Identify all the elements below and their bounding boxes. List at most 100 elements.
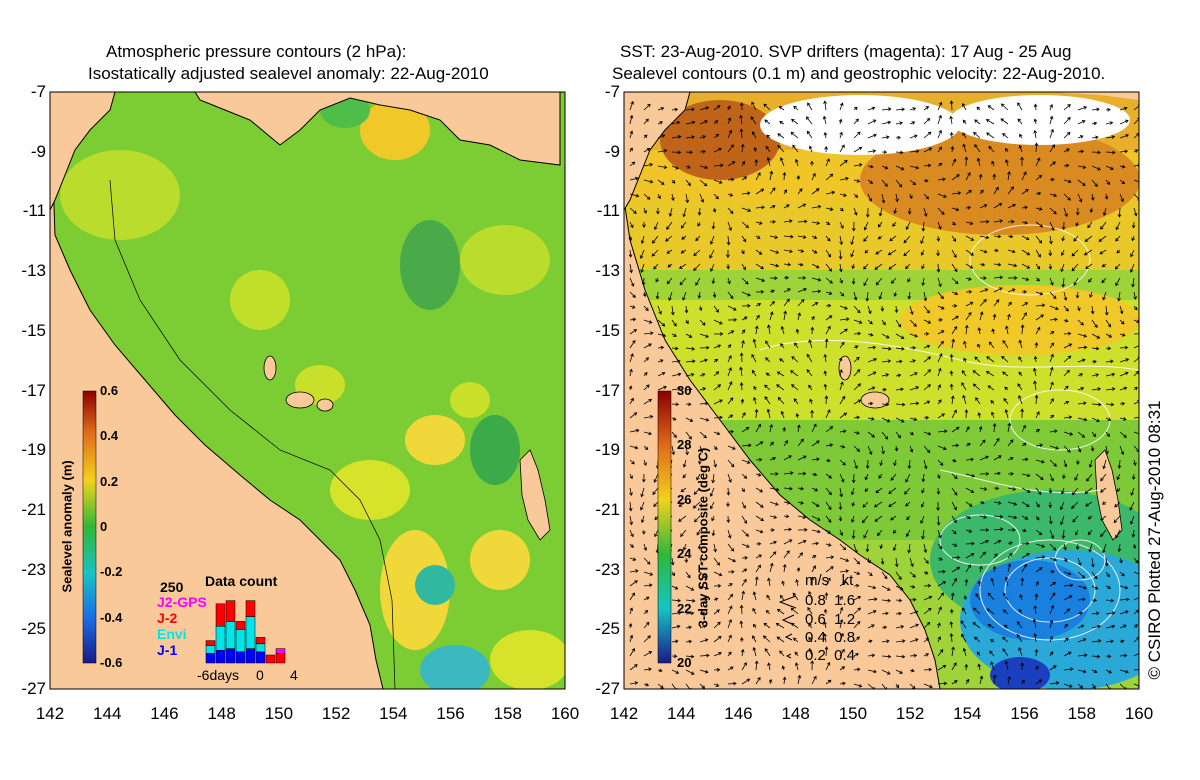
- velocity-arrow: [1035, 207, 1043, 211]
- velocity-arrow: [810, 409, 814, 419]
- velocity-arrow: [949, 632, 954, 643]
- velocity-arrow: [1034, 342, 1039, 349]
- velocity-arrow: [657, 385, 667, 391]
- data-count-x-mid: 0: [256, 667, 264, 683]
- velocity-arrow: [755, 457, 763, 462]
- velocity-arrow: [776, 371, 785, 377]
- velocity-arrow: [1049, 291, 1057, 300]
- velocity-arrow: [993, 539, 1002, 545]
- velocity-arrow: [808, 384, 813, 391]
- velocity-arrow: [755, 303, 762, 307]
- velocity-arrow: [1133, 193, 1139, 201]
- velocity-arrow: [979, 189, 984, 195]
- velocity-arrow: [1105, 654, 1112, 659]
- velocity-arrow: [685, 319, 689, 325]
- colorbar-tick-label: 24: [677, 546, 692, 562]
- velocity-arrow: [765, 145, 771, 153]
- velocity-arrow: [839, 444, 846, 449]
- velocity-arrow: [713, 635, 722, 643]
- y-tick-label: -9: [604, 141, 620, 161]
- data-count-bar-envi: [205, 645, 216, 654]
- velocity-arrow: [1049, 557, 1058, 562]
- velocity-arrow: [1091, 557, 1095, 568]
- velocity-arrow: [937, 606, 942, 615]
- data-count-chart: [205, 600, 286, 664]
- velocity-arrow: [923, 543, 928, 554]
- velocity-arrow: [977, 580, 982, 587]
- velocity-arrow: [1007, 471, 1014, 476]
- velocity-arrow: [699, 445, 704, 454]
- velocity-arrow: [769, 540, 777, 545]
- velocity-arrow: [839, 681, 846, 686]
- velocity-arrow: [978, 425, 983, 433]
- velocity-arrow: [1119, 557, 1123, 564]
- velocity-arrow: [1115, 529, 1121, 539]
- velocity-arrow: [697, 207, 702, 216]
- velocity-arrow: [909, 653, 918, 658]
- velocity-arrow: [657, 106, 665, 111]
- velocity-arrow: [629, 681, 639, 685]
- velocity-arrow: [937, 207, 945, 216]
- velocity-arrow: [1077, 386, 1085, 391]
- velocity-arrow: [1049, 277, 1054, 286]
- velocity-arrow: [1049, 103, 1053, 111]
- velocity-arrow: [643, 331, 654, 336]
- velocity-arrow: [839, 102, 844, 111]
- velocity-arrow: [643, 543, 648, 552]
- velocity-arrow: [1049, 235, 1053, 245]
- velocity-arrow: [657, 319, 666, 327]
- velocity-arrow: [976, 651, 981, 657]
- velocity-arrow: [839, 618, 844, 629]
- velocity-arrow: [1020, 408, 1025, 419]
- velocity-arrow: [863, 277, 869, 287]
- velocity-arrow: [1063, 683, 1073, 688]
- velocity-arrow: [797, 188, 803, 195]
- velocity-arrow: [881, 373, 890, 377]
- velocity-arrow: [1073, 277, 1079, 286]
- velocity-arrow: [865, 543, 870, 553]
- velocity-arrow: [1077, 373, 1084, 377]
- velocity-arrow: [1021, 487, 1031, 493]
- velocity-arrow: [1035, 529, 1043, 536]
- velocity-arrow: [685, 585, 695, 591]
- velocity-arrow: [986, 356, 995, 363]
- velocity-arrow: [797, 287, 807, 293]
- velocity-arrow: [895, 359, 903, 364]
- velocity-arrow: [853, 607, 862, 615]
- velocity-arrow: [975, 397, 981, 405]
- velocity-arrow: [643, 118, 649, 125]
- velocity-arrow: [713, 431, 721, 436]
- velocity-arrow: [850, 487, 855, 496]
- velocity-arrow: [629, 317, 637, 322]
- velocity-arrow: [965, 249, 974, 256]
- velocity-arrow: [811, 221, 821, 225]
- velocity-arrow: [797, 471, 807, 476]
- velocity-arrow: [993, 248, 999, 253]
- velocity-arrow: [671, 598, 682, 603]
- velocity-arrow: [1133, 669, 1139, 671]
- velocity-arrow: [643, 179, 654, 184]
- velocity-arrow: [750, 116, 757, 125]
- velocity-arrow: [909, 319, 917, 327]
- velocity-arrow: [853, 557, 861, 565]
- velocity-arrow: [1035, 235, 1043, 244]
- colorbar-tick-label: -0.4: [100, 609, 123, 625]
- velocity-arrow: [1105, 445, 1109, 455]
- velocity-arrow: [699, 120, 708, 125]
- velocity-arrow: [909, 610, 919, 615]
- velocity-arrow: [1063, 595, 1073, 601]
- velocity-arrow: [1035, 567, 1043, 573]
- velocity-arrow: [867, 557, 871, 564]
- velocity-arrow: [657, 121, 663, 125]
- velocity-arrow: [643, 583, 653, 588]
- velocity-arrow: [713, 105, 721, 111]
- velocity-arrow: [853, 620, 861, 629]
- velocity-arrow: [1021, 473, 1031, 478]
- velocity-arrow: [1021, 424, 1026, 433]
- velocity-arrow: [937, 353, 943, 363]
- velocity-arrow: [1034, 142, 1039, 153]
- velocity-arrow: [825, 190, 836, 195]
- velocity-arrow: [839, 648, 845, 657]
- velocity-arrow: [951, 555, 961, 560]
- velocity-arrow: [782, 426, 787, 433]
